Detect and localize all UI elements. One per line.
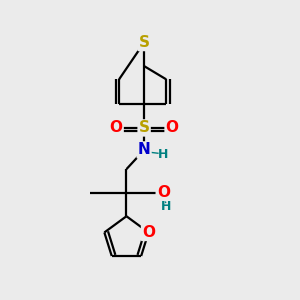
Text: S: S: [139, 35, 150, 50]
Text: S: S: [139, 120, 150, 135]
Text: N: N: [138, 142, 151, 158]
Text: H: H: [158, 148, 168, 161]
Text: H: H: [161, 200, 171, 213]
Text: O: O: [142, 225, 155, 240]
Text: O: O: [110, 120, 123, 135]
Text: O: O: [157, 185, 170, 200]
Text: O: O: [166, 120, 178, 135]
